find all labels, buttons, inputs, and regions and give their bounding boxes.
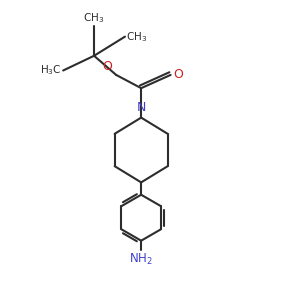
Text: O: O (174, 68, 183, 81)
Text: CH$_3$: CH$_3$ (83, 11, 105, 25)
Text: NH$_2$: NH$_2$ (129, 252, 153, 267)
Text: CH$_3$: CH$_3$ (126, 30, 148, 44)
Text: O: O (103, 60, 112, 74)
Text: N: N (136, 101, 146, 114)
Text: H$_3$C: H$_3$C (40, 64, 62, 77)
